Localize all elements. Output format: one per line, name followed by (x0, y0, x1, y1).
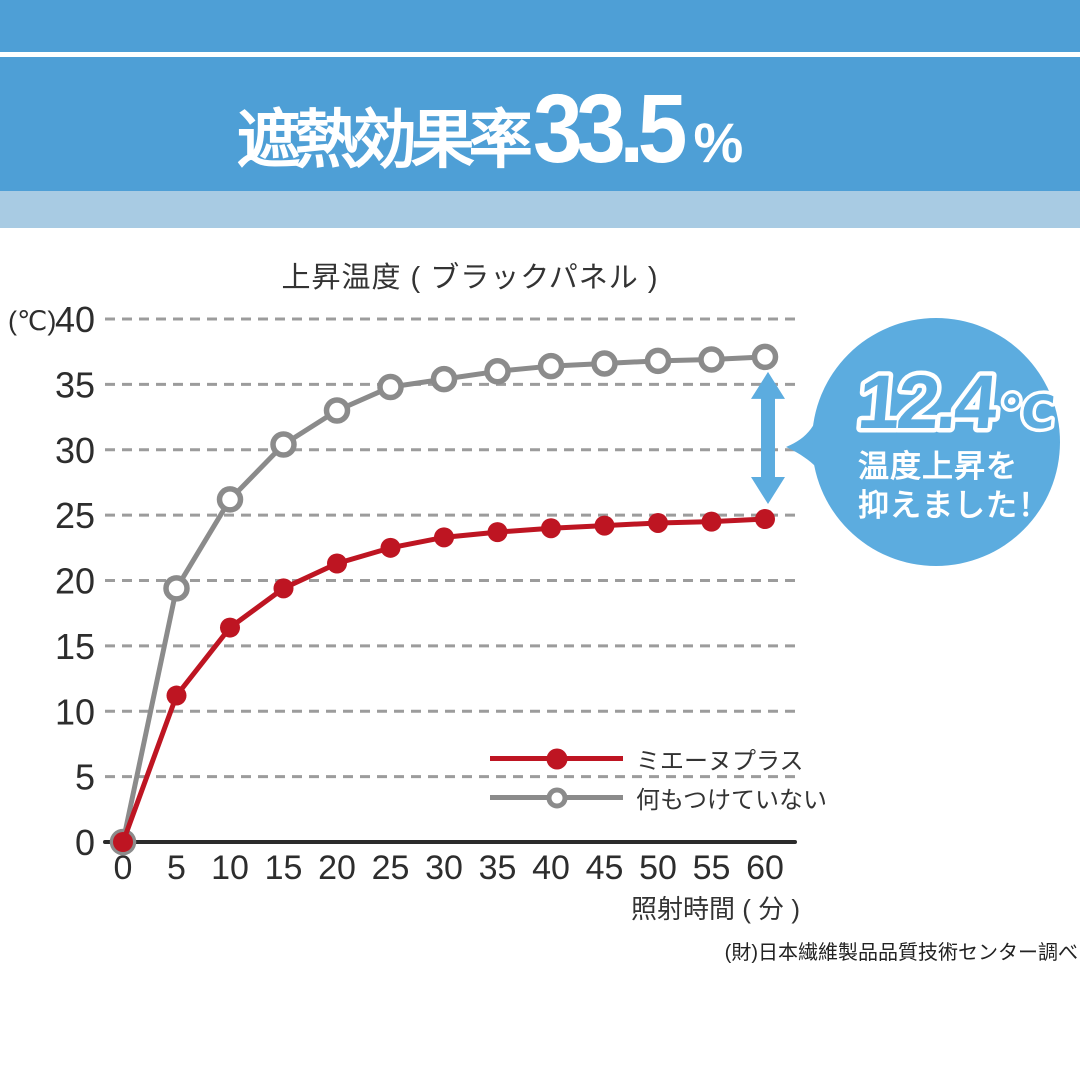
marker-open-circle (698, 346, 725, 373)
x-tick-label: 45 (586, 849, 624, 887)
marker-open-circle (323, 397, 351, 424)
marker-filled-circle (220, 617, 240, 638)
bubble-line-1: 温度上昇を (858, 449, 1018, 484)
marker-filled-circle (594, 515, 615, 536)
x-tick-label: 0 (114, 849, 133, 887)
marker-open-circle (484, 358, 511, 385)
y-tick-label: 15 (55, 626, 95, 667)
marker-filled-circle (487, 522, 508, 543)
legend-item-red: ミエーヌプラス (490, 739, 827, 778)
headline-banner: 遮熱効果率 33.5 % (0, 57, 1080, 191)
marker-filled-circle (327, 553, 347, 574)
legend-red-label: ミエーヌプラス (636, 748, 804, 775)
marker-filled-circle (434, 527, 454, 548)
marker-open-circle (377, 373, 404, 401)
marker-filled-circle (273, 578, 294, 599)
x-tick-label: 55 (693, 849, 731, 887)
y-axis-unit: (℃) (8, 306, 56, 336)
marker-open-circle (163, 575, 190, 602)
x-tick-label: 35 (479, 849, 517, 887)
marker-open-circle (216, 486, 244, 513)
marker-filled-circle (380, 537, 401, 558)
legend-gray-marker-icon (546, 787, 567, 808)
bubble-delta-unit: ℃ (997, 386, 1054, 438)
y-tick-label: 30 (55, 430, 95, 471)
legend-item-gray: 何もつけていない (490, 778, 827, 817)
marker-filled-circle (701, 511, 722, 532)
headline-prefix: 遮熱効果率 (236, 104, 533, 176)
marker-filled-circle (755, 509, 775, 530)
x-tick-label: 50 (639, 849, 677, 887)
y-tick-label: 10 (55, 691, 95, 732)
y-tick-label: 5 (75, 757, 95, 798)
x-tick-label: 10 (211, 849, 249, 887)
legend-gray-line (490, 787, 623, 808)
delta-arrow-icon (751, 371, 785, 505)
y-tick-label: 25 (55, 495, 95, 536)
marker-open-circle (644, 347, 672, 375)
headline-text-group: 遮熱効果率 33.5 % (237, 73, 744, 185)
legend-gray-label: 何もつけていない (636, 787, 828, 814)
x-tick-label: 15 (265, 849, 303, 887)
headline-unit: % (693, 111, 744, 174)
bubble-delta-group: 12.4℃ (850, 356, 1058, 450)
marker-open-circle (537, 352, 565, 380)
x-tick-label: 60 (746, 849, 784, 887)
marker-filled-circle (648, 512, 668, 533)
y-tick-label: 35 (55, 364, 95, 405)
x-axis-title: 照射時間 ( 分 ) (631, 894, 800, 924)
y-tick-label: 20 (55, 561, 95, 602)
light-blue-strip (0, 191, 1080, 228)
headline-value: 33.5 (532, 74, 687, 183)
chart-title: 上昇温度 ( ブラックパネル ) (281, 262, 659, 294)
x-tick-label: 20 (318, 849, 356, 887)
legend-red-line (490, 748, 623, 769)
marker-open-circle (751, 343, 779, 371)
bubble-delta-number: 12.4 (855, 360, 1001, 445)
y-tick-label: 0 (75, 822, 95, 863)
marker-filled-circle (166, 685, 187, 706)
bubble-line-2: 抑えました！ (858, 488, 1050, 523)
source-credit: (財)日本繊維製品品質技術センター調べ (724, 942, 1078, 964)
bubble-circle (812, 318, 1060, 566)
marker-filled-circle (113, 832, 133, 852)
marker-open-circle (270, 431, 297, 458)
marker-open-circle (430, 365, 458, 393)
x-tick-label: 25 (372, 849, 410, 887)
x-tick-label: 40 (532, 849, 570, 887)
legend-red-marker-icon (546, 748, 567, 769)
callout-bubble: 12.4℃ 温度上昇を 抑えました！ (786, 318, 1060, 566)
x-tick-label: 5 (167, 849, 186, 887)
x-tick-label: 30 (425, 849, 463, 887)
legend: ミエーヌプラス 何もつけていない (490, 739, 827, 817)
y-tick-label: 40 (55, 299, 95, 340)
top-blue-strip (0, 0, 1080, 52)
marker-open-circle (591, 350, 618, 377)
bubble-delta-value: 12.4℃ (855, 360, 1057, 445)
marker-filled-circle (541, 518, 561, 539)
